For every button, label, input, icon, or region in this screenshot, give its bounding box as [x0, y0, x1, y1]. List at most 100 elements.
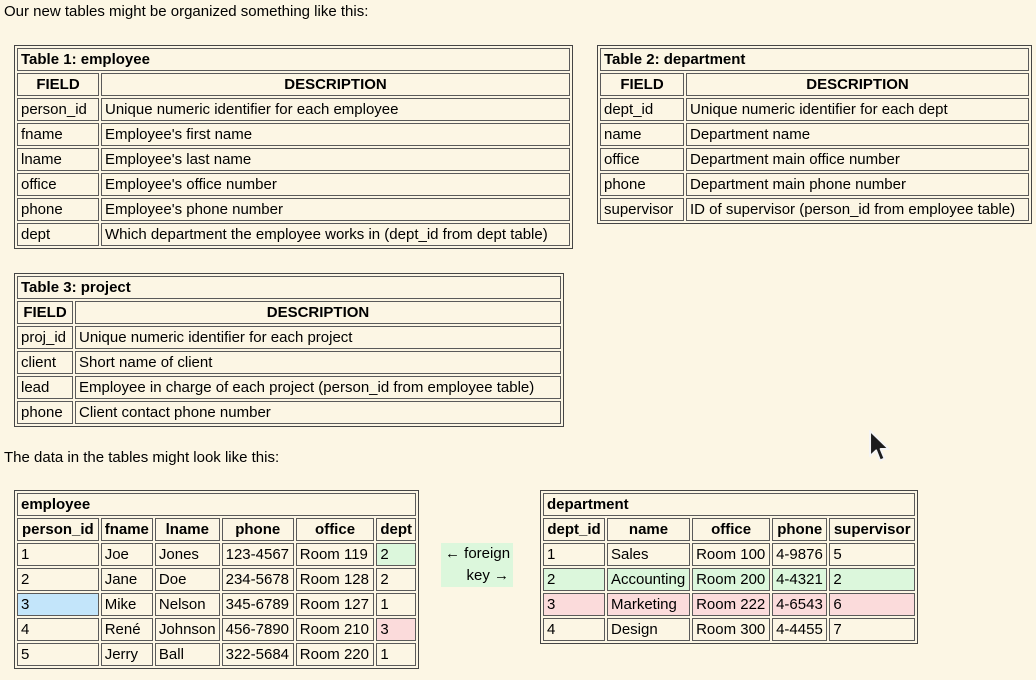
field-description-cell: Department main office number [686, 148, 1029, 171]
mouse-cursor-icon [869, 429, 890, 462]
data-cell: Room 210 [295, 618, 375, 641]
intro-text-1: Our new tables might be organized someth… [4, 3, 369, 20]
field-description-cell: Short name of client [75, 351, 561, 374]
data-cell-highlighted: Room 200 [692, 568, 771, 591]
column-header: office [692, 518, 771, 541]
table-row-highlighted: 2 Accounting Room 200 4-4321 2 [543, 568, 915, 591]
data-cell: 5 [829, 543, 915, 566]
table-header-row: person_id fname lname phone office dept [17, 518, 416, 541]
data-cell: 1 [17, 543, 99, 566]
table-row: 1 Joe Jones 123-4567 Room 119 2 [17, 543, 416, 566]
data-cell: 234-5678 [221, 568, 294, 591]
data-cell-highlighted: Marketing [606, 593, 691, 616]
field-name-cell: phone [17, 198, 99, 221]
data-cell: Room 100 [692, 543, 771, 566]
field-description-cell: Employee's last name [101, 148, 570, 171]
data-cell-highlighted: 4-6543 [772, 593, 828, 616]
table-title: Table 2: department [600, 48, 1029, 71]
data-cell: 1 [376, 643, 416, 666]
column-header: supervisor [829, 518, 915, 541]
data-cell: 2 [376, 568, 416, 591]
field-name-cell: lname [17, 148, 99, 171]
table-row: 4 René Johnson 456-7890 Room 210 3 [17, 618, 416, 641]
field-description-cell: Unique numeric identifier for each dept [686, 98, 1029, 121]
field-name-cell: name [600, 123, 684, 146]
column-header-field: FIELD [17, 301, 73, 324]
field-description-cell: Unique numeric identifier for each proje… [75, 326, 561, 349]
table-row: name Department name [600, 123, 1029, 146]
table-header-row: FIELD DESCRIPTION [17, 73, 570, 96]
field-name-cell: client [17, 351, 73, 374]
table-row: office Department main office number [600, 148, 1029, 171]
data-cell: 4-4455 [772, 618, 828, 641]
table-row: dept Which department the employee works … [17, 223, 570, 246]
field-name-cell: dept [17, 223, 99, 246]
field-name-cell: proj_id [17, 326, 73, 349]
data-cell: 1 [376, 593, 416, 616]
column-header-description: DESCRIPTION [75, 301, 561, 324]
data-cell: René [100, 618, 153, 641]
table-title-row: employee [17, 493, 416, 516]
table-title: department [543, 493, 915, 516]
column-header-field: FIELD [600, 73, 684, 96]
table-row: phone Department main phone number [600, 173, 1029, 196]
field-description-cell: ID of supervisor (person_id from employe… [686, 198, 1029, 221]
data-table-department: department dept_id name office phone sup… [540, 490, 918, 644]
column-header: fname [100, 518, 153, 541]
table-row: lead Employee in charge of each project (… [17, 376, 561, 399]
data-cell: 456-7890 [221, 618, 294, 641]
table-row: 1 Sales Room 100 4-9876 5 [543, 543, 915, 566]
table-row-highlighted: 3 Marketing Room 222 4-6543 6 [543, 593, 915, 616]
table-header-row: FIELD DESCRIPTION [600, 73, 1029, 96]
table-row: 3 Mike Nelson 345-6789 Room 127 1 [17, 593, 416, 616]
table-title: employee [17, 493, 416, 516]
data-cell: Joe [100, 543, 153, 566]
data-cell-highlighted: 4-4321 [772, 568, 828, 591]
data-table-employee: employee person_id fname lname phone off… [14, 490, 419, 669]
data-cell: Room 128 [295, 568, 375, 591]
data-cell-highlighted: 6 [829, 593, 915, 616]
table-row: lname Employee's last name [17, 148, 570, 171]
column-header-description: DESCRIPTION [686, 73, 1029, 96]
data-cell-highlighted: 3 [543, 593, 605, 616]
column-header-description: DESCRIPTION [101, 73, 570, 96]
column-header: dept_id [543, 518, 605, 541]
table-row: phone Client contact phone number [17, 401, 561, 424]
field-description-cell: Department main phone number [686, 173, 1029, 196]
field-description-cell: Which department the employee works in (… [101, 223, 570, 246]
field-name-cell: person_id [17, 98, 99, 121]
table-row: phone Employee's phone number [17, 198, 570, 221]
column-header: phone [772, 518, 828, 541]
column-header: person_id [17, 518, 99, 541]
table-row: 4 Design Room 300 4-4455 7 [543, 618, 915, 641]
data-cell: 1 [543, 543, 605, 566]
column-header: name [606, 518, 691, 541]
data-cell: 2 [17, 568, 99, 591]
data-cell: 345-6789 [221, 593, 294, 616]
table-row: dept_id Unique numeric identifier for eac… [600, 98, 1029, 121]
schema-table-department: Table 2: department FIELD DESCRIPTION de… [597, 45, 1032, 224]
table-title: Table 1: employee [17, 48, 570, 71]
foreign-key-label: ← foreign key → [441, 543, 513, 587]
field-name-cell: office [600, 148, 684, 171]
data-cell: Nelson [154, 593, 220, 616]
data-cell: Ball [154, 643, 220, 666]
field-name-cell: lead [17, 376, 73, 399]
field-description-cell: Employee's phone number [101, 198, 570, 221]
data-cell: Room 220 [295, 643, 375, 666]
field-description-cell: Department name [686, 123, 1029, 146]
table-row: fname Employee's first name [17, 123, 570, 146]
column-header-field: FIELD [17, 73, 99, 96]
data-cell: Doe [154, 568, 220, 591]
schema-table-project: Table 3: project FIELD DESCRIPTION proj_… [14, 273, 564, 427]
field-name-cell: office [17, 173, 99, 196]
table-row: supervisor ID of supervisor (person_id fr… [600, 198, 1029, 221]
field-description-cell: Client contact phone number [75, 401, 561, 424]
data-cell-highlighted: 2 [376, 543, 416, 566]
table-row: proj_id Unique numeric identifier for eac… [17, 326, 561, 349]
data-cell: Room 119 [295, 543, 375, 566]
table-row: person_id Unique numeric identifier for e… [17, 98, 570, 121]
column-header: lname [154, 518, 220, 541]
column-header: phone [221, 518, 294, 541]
data-cell: Jones [154, 543, 220, 566]
